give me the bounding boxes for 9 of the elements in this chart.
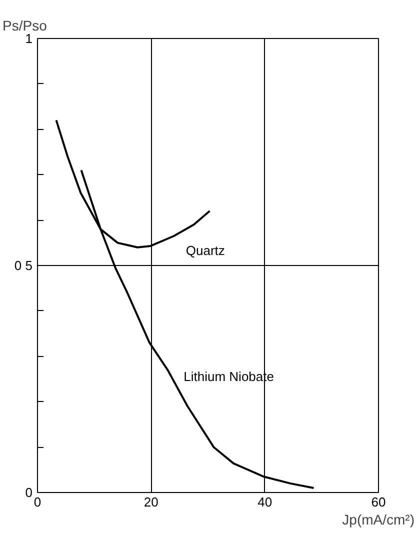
x-tick-label: 20 [144, 494, 158, 510]
x-tick-label: 60 [371, 494, 386, 510]
y-tick-label: 1 [25, 31, 33, 46]
series-label: Quartz [186, 242, 225, 258]
y-axis-title: Ps/Pso [2, 18, 48, 34]
y-tick-label: 0 5 [14, 258, 33, 273]
y-tick-label: 0 [25, 485, 33, 500]
x-tick-label: 40 [258, 494, 272, 510]
x-axis-title: Jp(mA/cm²) [342, 512, 415, 528]
